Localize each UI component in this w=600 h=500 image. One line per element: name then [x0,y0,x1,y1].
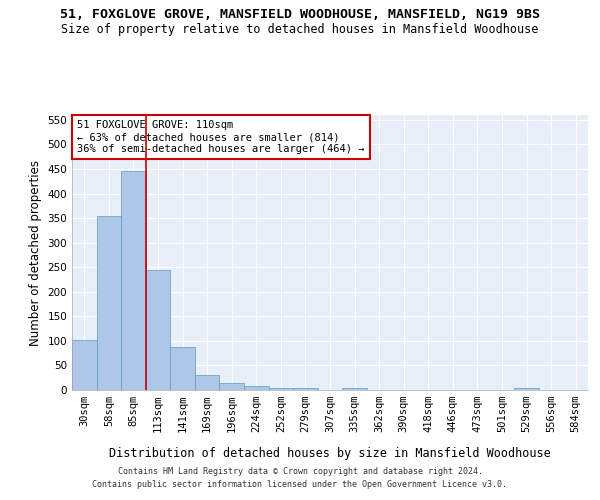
Text: Contains HM Land Registry data © Crown copyright and database right 2024.: Contains HM Land Registry data © Crown c… [118,467,482,476]
Bar [170,347,195,390]
Bar [146,270,170,390]
Y-axis label: Number of detached properties: Number of detached properties [29,160,42,346]
Text: Size of property relative to detached houses in Mansfield Woodhouse: Size of property relative to detached ho… [61,22,539,36]
Bar [220,383,244,390]
Bar [342,388,367,390]
Bar [244,386,269,390]
Bar [269,388,293,390]
Bar [514,388,539,390]
Bar [293,388,318,390]
Bar [195,376,220,390]
Bar [121,172,146,390]
Text: Contains public sector information licensed under the Open Government Licence v3: Contains public sector information licen… [92,480,508,489]
Text: Distribution of detached houses by size in Mansfield Woodhouse: Distribution of detached houses by size … [109,448,551,460]
Text: 51, FOXGLOVE GROVE, MANSFIELD WOODHOUSE, MANSFIELD, NG19 9BS: 51, FOXGLOVE GROVE, MANSFIELD WOODHOUSE,… [60,8,540,20]
Bar [72,340,97,390]
Bar [97,216,121,390]
Text: 51 FOXGLOVE GROVE: 110sqm
← 63% of detached houses are smaller (814)
36% of semi: 51 FOXGLOVE GROVE: 110sqm ← 63% of detac… [77,120,365,154]
